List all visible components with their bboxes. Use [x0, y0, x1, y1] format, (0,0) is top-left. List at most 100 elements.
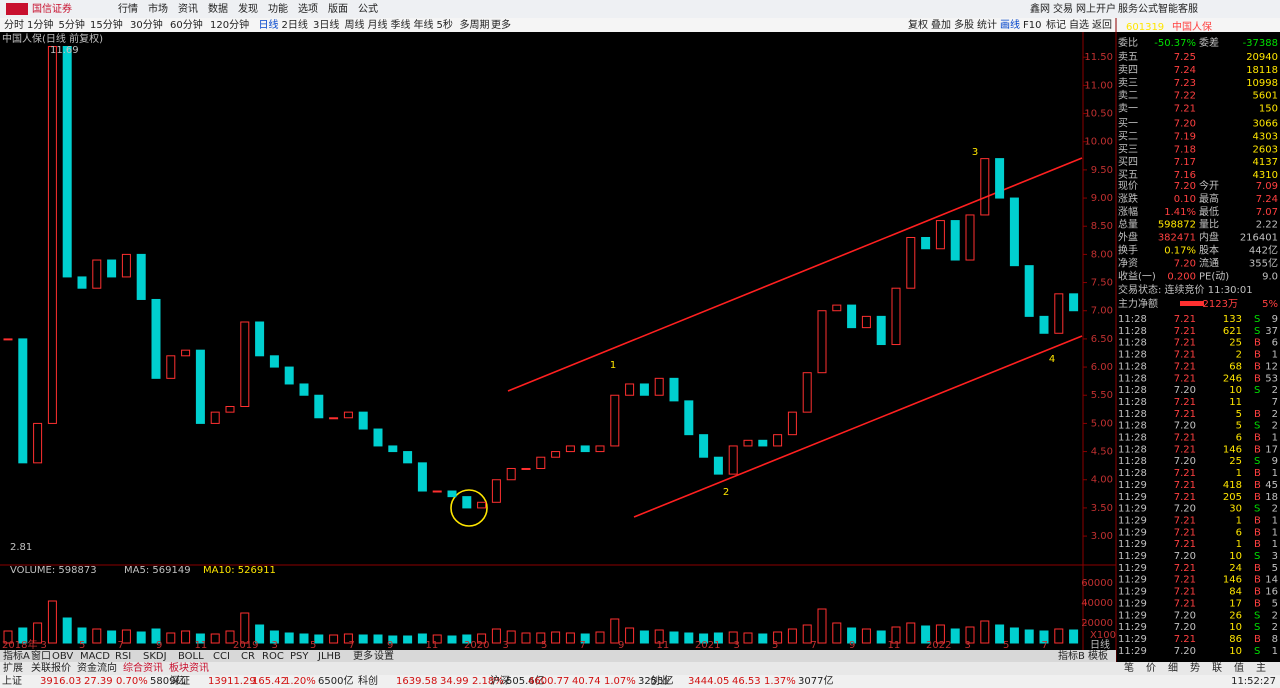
quote-cell: 12 [1265, 361, 1278, 372]
quote-cell: 11:29 [1118, 622, 1147, 633]
y-tick-label: 11.00 [1084, 80, 1113, 91]
period-tab[interactable]: 5分钟 [59, 18, 85, 31]
period-tab[interactable]: 2日线 [282, 18, 308, 31]
indicator-tab[interactable]: JLHB [317, 651, 341, 662]
volume-bar [802, 624, 812, 644]
indicator-tab[interactable]: BOLL [178, 651, 204, 662]
period-tab[interactable]: 月线 [368, 18, 388, 31]
indicator-tab[interactable]: 指标A [3, 649, 30, 662]
quote-cell: 2603 [1253, 144, 1278, 155]
indicator-tab[interactable]: RSI [115, 651, 131, 662]
period-tab[interactable]: 60分钟 [170, 18, 203, 31]
tool-button[interactable]: 多股 [954, 18, 974, 31]
menu-link[interactable]: 鑫网 [1030, 2, 1050, 15]
tool-button[interactable]: 叠加 [931, 19, 951, 31]
tool-button[interactable]: F10 [1023, 20, 1041, 31]
tool-button[interactable]: 复权 [908, 18, 928, 31]
index-cell: 创业 [650, 674, 670, 687]
volume-bar [595, 631, 605, 644]
quote-tab[interactable]: 价 [1146, 662, 1156, 674]
menu-item[interactable]: 行情 [118, 2, 138, 15]
candle [284, 366, 294, 385]
menu-link[interactable]: 网上开户 [1076, 2, 1116, 15]
period-tab[interactable]: 分时 [4, 19, 24, 31]
indicator-tab[interactable]: CCI [213, 651, 230, 662]
tool-button[interactable]: 标记 [1046, 19, 1066, 31]
quote-cell: 7.16 [1174, 170, 1196, 181]
period-tab[interactable]: 日线 [259, 18, 279, 31]
menu-item[interactable]: 版面 [328, 2, 348, 15]
tool-button[interactable]: 画线 [1000, 18, 1020, 31]
quote-cell: 10 [1229, 622, 1242, 633]
period-tab[interactable]: 120分钟 [210, 18, 249, 31]
indicator-tab[interactable]: 指标B [1058, 649, 1085, 662]
stock-code: 601319 [1126, 22, 1164, 33]
menu-item[interactable]: 公式 [358, 2, 378, 15]
candle [1024, 265, 1034, 317]
period-tab[interactable]: 3日线 [313, 18, 339, 31]
period-tab[interactable]: 15分钟 [90, 18, 123, 31]
quote-cell: 246 [1223, 373, 1242, 384]
period-tab[interactable]: 多周期 [460, 18, 490, 31]
quote-tab[interactable]: 值 [1234, 661, 1244, 674]
quote-cell: 7.21 [1174, 361, 1196, 372]
quote-cell: 外盘 [1118, 231, 1138, 244]
indicator-tab[interactable]: ROC [262, 651, 284, 662]
tool-button[interactable]: 自选 [1069, 18, 1089, 31]
period-tab[interactable]: 30分钟 [130, 18, 163, 31]
period-tab[interactable]: 周线 [345, 18, 365, 31]
candle [861, 315, 871, 329]
ext-tab[interactable]: 板块资讯 [169, 661, 209, 674]
quote-cell: 418 [1223, 480, 1242, 491]
quote-tab[interactable]: 细 [1168, 661, 1178, 674]
indicator-tab[interactable]: 模板 [1088, 649, 1108, 662]
indicator-tab[interactable]: 更多 [353, 649, 373, 662]
quote-cell: 2 [1272, 610, 1278, 621]
menu-item[interactable]: 发现 [238, 2, 258, 15]
candle [92, 259, 102, 289]
ext-tab[interactable]: 关联报价 [31, 661, 71, 674]
flow-bar [1180, 301, 1204, 306]
period-tab[interactable]: 年线 [414, 18, 434, 31]
indicator-tab[interactable]: PSY [290, 651, 309, 662]
volume-title: VOLUME: 598873 [10, 565, 97, 576]
menu-link[interactable]: 服务公式 [1118, 2, 1158, 15]
menu-item[interactable]: 数据 [208, 2, 228, 15]
ext-tab[interactable]: 综合资讯 [123, 661, 163, 674]
quote-tab[interactable]: 势 [1190, 661, 1200, 674]
quote-tab[interactable]: 笔 [1124, 661, 1134, 674]
tool-button[interactable]: 统计 [977, 18, 997, 31]
y-tick-label: 9.50 [1091, 165, 1113, 176]
indicator-tab[interactable]: 窗口 [31, 649, 51, 662]
quote-cell: 7.20 [1174, 456, 1196, 467]
quote-cell: 25 [1229, 456, 1242, 467]
menu-item[interactable]: 资讯 [178, 3, 198, 15]
indicator-tab[interactable]: MACD [80, 651, 110, 662]
quote-cell: 委比 [1118, 36, 1138, 49]
indicator-tab[interactable]: SKDJ [143, 651, 167, 662]
menu-item[interactable]: 市场 [148, 2, 168, 15]
indicator-tab[interactable]: 设置 [374, 650, 394, 662]
y-tick-label: 10.50 [1084, 109, 1113, 120]
indicator-tab[interactable]: OBV [52, 651, 73, 662]
menu-item[interactable]: 功能 [268, 2, 288, 15]
ext-tab[interactable]: 资金流向 [77, 661, 117, 674]
quote-tab[interactable]: 联 [1212, 662, 1222, 674]
index-cell: 深证 [170, 675, 190, 687]
menu-link[interactable]: 智能客服 [1158, 2, 1198, 15]
quote-tab[interactable]: 主 [1256, 662, 1266, 674]
period-tab[interactable]: 更多 [491, 18, 511, 31]
menu-item[interactable]: 选项 [298, 2, 318, 15]
indicator-tab[interactable]: CR [241, 651, 255, 662]
x-label: 2020 [464, 640, 489, 651]
period-tab[interactable]: 5秒 [437, 18, 453, 31]
stock-name: 中国人保 [1172, 20, 1212, 33]
menu-link[interactable]: 交易 [1053, 2, 1073, 15]
index-cell: 1.37% [764, 676, 796, 687]
quote-cell: 10 [1229, 385, 1242, 396]
tool-button[interactable]: 返回 [1092, 19, 1112, 31]
x-label: 7 [1042, 640, 1048, 651]
period-tab[interactable]: 1分钟 [27, 18, 53, 31]
period-tab[interactable]: 季线 [391, 18, 411, 31]
ext-tab[interactable]: 扩展 [3, 661, 23, 674]
